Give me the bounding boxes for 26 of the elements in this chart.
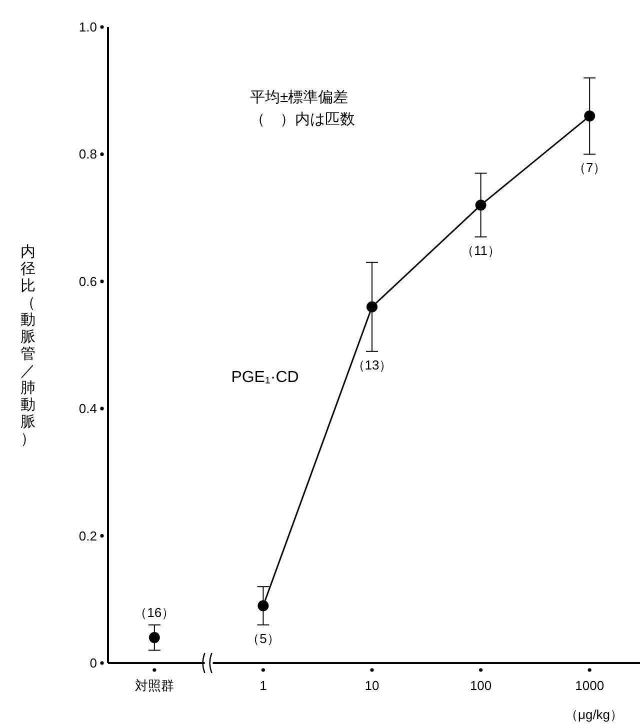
y-tick-label: 0.8	[78, 146, 97, 162]
x-tick-label: 対照群	[134, 678, 174, 693]
x-axis-title: （μg/kg）	[564, 707, 624, 722]
point	[258, 600, 269, 612]
y-axis-title: 内径比（動脈管／肺動脈）	[20, 244, 36, 448]
point	[584, 110, 596, 122]
x-tick-label: 1	[260, 678, 267, 693]
text: PGE₁·CD	[231, 369, 299, 386]
point	[475, 200, 486, 211]
annotation: （5）	[246, 630, 280, 646]
y-tick-label: 0.2	[78, 528, 97, 544]
annotation: （13）	[352, 357, 392, 372]
point	[366, 301, 378, 312]
y-tick-label: 1.0	[78, 20, 97, 34]
x-tick-label: 10	[364, 678, 380, 693]
annotation: 平均±標準偏差	[250, 89, 348, 106]
y-tick-label: 0	[90, 656, 97, 670]
annotation: （16）	[134, 604, 175, 620]
y-tick-label: 0.6	[78, 274, 97, 289]
point	[148, 632, 160, 644]
annotation: （ ）内は匹数	[250, 111, 355, 128]
y-tick-label: 0.4	[78, 401, 97, 416]
annotation: （11）	[461, 242, 501, 258]
x-tick-label: 100	[470, 678, 492, 693]
x-tick-label: 1000	[575, 678, 604, 693]
annotation: （7）	[572, 160, 606, 176]
